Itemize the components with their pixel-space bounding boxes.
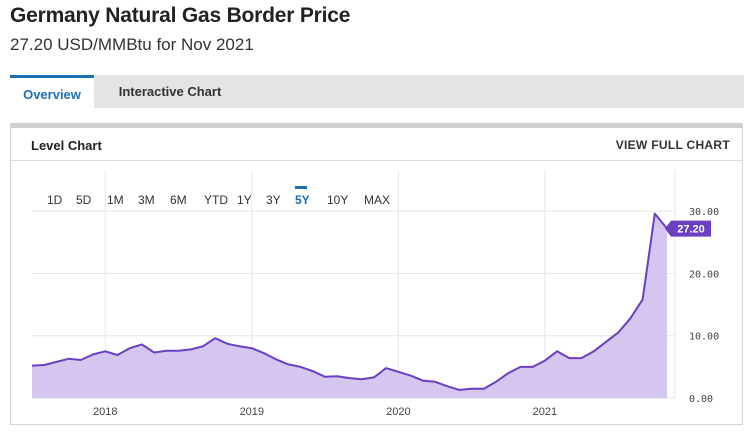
level-chart[interactable]: 0.00 10.00 20.00 30.00 2018 2019 2020 2021 27.20… — [11, 128, 742, 424]
page-subtitle: 27.20 USD/MMBtu for Nov 2021 — [10, 35, 254, 54]
x-tick-label: 2018 — [93, 406, 117, 418]
x-tick-label: 2021 — [533, 406, 557, 418]
x-tick-label: 2019 — [240, 406, 264, 418]
range-button-3m[interactable]: 3M — [138, 193, 155, 207]
range-button-5d[interactable]: 5D — [76, 193, 92, 207]
range-button-10y[interactable]: 10Y — [327, 193, 348, 207]
level-chart-panel: Level Chart VIEW FULL CHART 0.00 10.00 20.… — [10, 123, 743, 425]
range-button-max[interactable]: MAX — [364, 193, 390, 207]
range-button-6m[interactable]: 6M — [170, 193, 187, 207]
tab-interactive-chart[interactable]: Interactive Chart — [118, 84, 222, 99]
tab-bar: Overview Interactive Chart — [10, 75, 744, 108]
range-active-indicator — [295, 186, 307, 189]
y-tick-label: 30.00 — [689, 207, 719, 218]
range-button-1m[interactable]: 1M — [107, 193, 124, 207]
y-tick-label: 20.00 — [689, 269, 719, 280]
y-tick-label: 0.00 — [689, 394, 713, 405]
range-button-3y[interactable]: 3Y — [266, 193, 281, 207]
range-button-1y[interactable]: 1Y — [237, 193, 252, 207]
range-button-ytd[interactable]: YTD — [204, 193, 228, 207]
panel-divider — [11, 160, 742, 161]
range-button-5y[interactable]: 5Y — [295, 193, 310, 207]
tab-overview[interactable]: Overview — [10, 75, 94, 108]
range-button-1d[interactable]: 1D — [47, 193, 63, 207]
page-title: Germany Natural Gas Border Price — [10, 4, 351, 27]
y-tick-label: 10.00 — [689, 332, 719, 343]
last-value-tag — [665, 220, 711, 237]
panel-title: Level Chart — [31, 138, 102, 153]
series-line — [31, 212, 668, 391]
x-tick-label: 2020 — [386, 406, 410, 418]
series-area — [32, 213, 667, 398]
view-full-chart-link[interactable]: VIEW FULL CHART — [615, 138, 730, 152]
last-value-label: 27.20 — [677, 224, 705, 236]
